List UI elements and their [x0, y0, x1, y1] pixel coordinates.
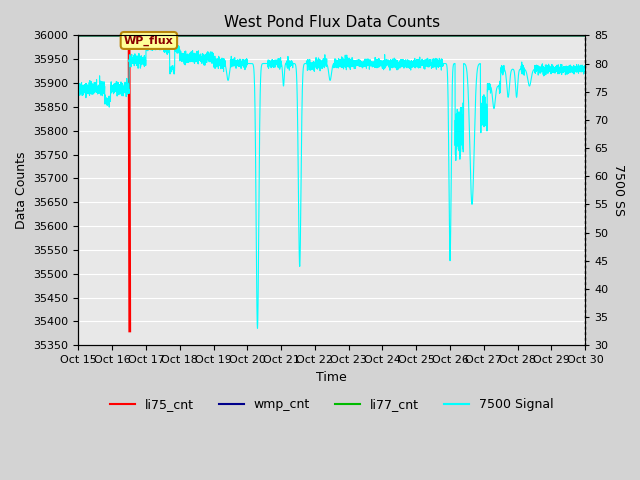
Legend: li75_cnt, wmp_cnt, li77_cnt, 7500 Signal: li75_cnt, wmp_cnt, li77_cnt, 7500 Signal: [105, 394, 559, 417]
Text: WP_flux: WP_flux: [124, 36, 174, 46]
Title: West Pond Flux Data Counts: West Pond Flux Data Counts: [224, 15, 440, 30]
Y-axis label: Data Counts: Data Counts: [15, 152, 28, 229]
X-axis label: Time: Time: [316, 371, 347, 384]
Y-axis label: 7500 SS: 7500 SS: [612, 164, 625, 216]
